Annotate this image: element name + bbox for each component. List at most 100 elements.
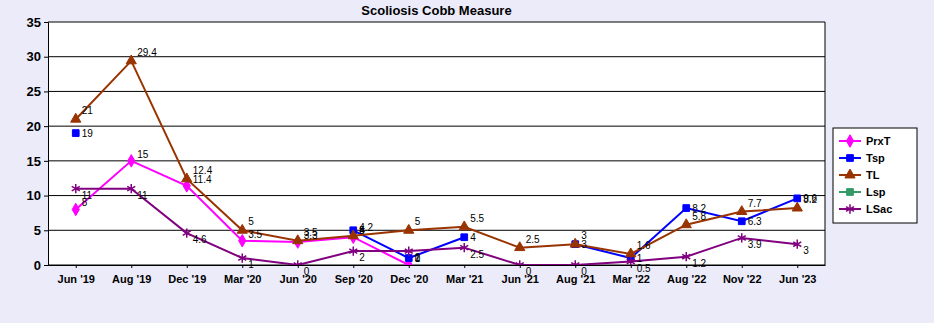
point bbox=[239, 234, 246, 246]
x-tick-mark bbox=[353, 265, 354, 268]
x-tick-label: Mar '21 bbox=[446, 273, 483, 285]
point bbox=[681, 219, 691, 228]
x-tick-label: Jun '21 bbox=[502, 273, 539, 285]
data-label: 4.2 bbox=[359, 222, 373, 233]
grid-line bbox=[48, 230, 825, 231]
data-label: 21 bbox=[82, 105, 94, 116]
y-tick-label: 25 bbox=[27, 84, 41, 99]
point bbox=[459, 221, 469, 230]
point bbox=[794, 195, 801, 202]
series-line bbox=[76, 61, 798, 254]
title: Scoliosis Cobb Measure bbox=[361, 3, 511, 18]
x-tick: Mar '20 bbox=[224, 265, 261, 285]
point bbox=[182, 173, 192, 182]
data-label: 3.5 bbox=[248, 229, 262, 240]
data-label: 5 bbox=[248, 216, 254, 227]
marks bbox=[71, 55, 803, 265]
x-tick-label: Nov '22 bbox=[723, 273, 762, 285]
x-tick: Jun '20 bbox=[280, 265, 317, 285]
data-label: 2 bbox=[359, 252, 365, 263]
point bbox=[71, 113, 81, 122]
point bbox=[127, 184, 135, 193]
x-tick-mark bbox=[631, 265, 632, 268]
x-tick: Sep '20 bbox=[335, 265, 373, 285]
x-tick: Jun '23 bbox=[779, 265, 816, 285]
data-labels: 81511.43.53.34019514318.26.39.62129.412.… bbox=[82, 47, 818, 277]
x-tick-mark bbox=[298, 265, 299, 268]
data-label: 12.4 bbox=[193, 165, 213, 176]
point bbox=[238, 253, 246, 262]
legend-marker bbox=[845, 169, 855, 178]
x-tick-mark bbox=[187, 265, 188, 268]
point bbox=[793, 240, 801, 249]
legend-label: Tsp bbox=[866, 152, 885, 164]
data-label: 6.3 bbox=[748, 216, 762, 227]
data-label: 2.5 bbox=[526, 234, 540, 245]
point bbox=[237, 224, 247, 233]
point bbox=[571, 260, 579, 265]
grid-line bbox=[48, 91, 825, 92]
point bbox=[516, 260, 524, 265]
grid-line bbox=[48, 265, 825, 266]
x-axis-line bbox=[49, 265, 826, 266]
legend-item: PrxT bbox=[839, 135, 891, 147]
legend-item: TL bbox=[839, 169, 880, 181]
y-tick-mark bbox=[44, 230, 48, 231]
y-tick: 25 bbox=[27, 84, 48, 99]
series-line bbox=[76, 189, 798, 265]
y-tick-mark bbox=[44, 265, 48, 266]
y-tick: 10 bbox=[27, 188, 48, 203]
x-tick-mark bbox=[131, 265, 132, 268]
data-label: 15 bbox=[137, 149, 149, 160]
data-label: 9.6 bbox=[803, 193, 817, 204]
plot-frame bbox=[825, 22, 826, 265]
y-tick-label: 0 bbox=[34, 258, 41, 273]
legend-label: TL bbox=[866, 169, 880, 181]
x-tick-mark bbox=[742, 265, 743, 268]
legend-marker bbox=[846, 135, 853, 147]
x-tick: Jun '21 bbox=[502, 265, 539, 285]
grid-line bbox=[48, 56, 825, 57]
y-axis: 05101520253035 bbox=[27, 15, 49, 273]
x-tick-label: Aug '21 bbox=[556, 273, 595, 285]
x-tick-label: Mar '22 bbox=[613, 273, 650, 285]
chart: Scoliosis Cobb Measure05101520253035Jun … bbox=[0, 0, 934, 323]
point bbox=[627, 257, 635, 265]
x-tick-mark bbox=[686, 265, 687, 268]
x-tick-mark bbox=[520, 265, 521, 268]
x-tick-label: Sep '20 bbox=[335, 273, 373, 285]
y-tick-mark bbox=[44, 196, 48, 197]
x-tick-label: Jun '19 bbox=[58, 273, 95, 285]
x-tick: Aug '21 bbox=[556, 265, 595, 285]
data-label: 3 bbox=[581, 230, 587, 241]
x-tick-mark bbox=[464, 265, 465, 268]
data-label: 5.8 bbox=[692, 211, 706, 222]
x-tick-label: Mar '20 bbox=[224, 273, 261, 285]
data-label: 8.2 bbox=[803, 194, 817, 205]
x-tick-mark bbox=[575, 265, 576, 268]
legend: PrxT Tsp TL Lsp LSac bbox=[833, 128, 917, 223]
y-tick-label: 10 bbox=[27, 188, 41, 203]
data-label: 4 bbox=[470, 232, 476, 243]
grid-line bbox=[48, 126, 825, 127]
legend-item: LSac bbox=[839, 203, 892, 215]
legend-item: Lsp bbox=[839, 186, 886, 198]
data-label: 3.5 bbox=[304, 227, 318, 238]
y-tick-mark bbox=[44, 91, 48, 92]
x-tick-mark bbox=[409, 265, 410, 268]
series-line bbox=[76, 161, 409, 265]
data-label: 3 bbox=[803, 245, 809, 256]
data-label: 2.5 bbox=[470, 249, 484, 260]
point bbox=[461, 234, 468, 241]
y-tick: 20 bbox=[27, 119, 48, 134]
data-label: 3.9 bbox=[748, 239, 762, 250]
point bbox=[72, 184, 80, 193]
data-label: 19 bbox=[82, 128, 94, 139]
data-label: 11 bbox=[137, 190, 148, 201]
background bbox=[0, 0, 934, 323]
data-label: 29.4 bbox=[137, 47, 157, 58]
point bbox=[682, 252, 690, 261]
data-label: 7.7 bbox=[748, 198, 762, 209]
x-tick-mark bbox=[797, 265, 798, 268]
data-label: 0 bbox=[415, 253, 421, 264]
